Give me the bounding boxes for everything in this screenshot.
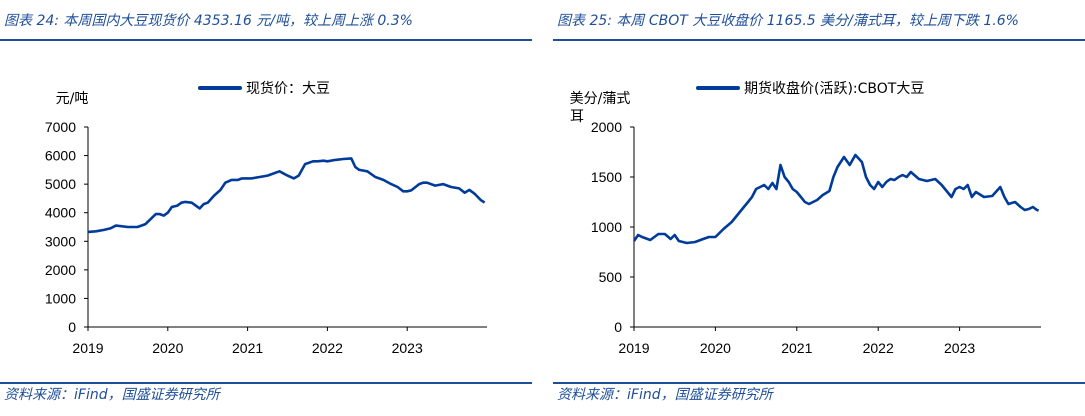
legend-label: 现货价：大豆 (246, 80, 330, 97)
y-unit-label: 元/吨 (56, 91, 89, 107)
legend-label: 期货收盘价(活跃):CBOT大豆 (744, 80, 924, 97)
title-divider (553, 39, 1085, 41)
y-tick-label: 1000 (45, 290, 76, 306)
y-tick-label: 1000 (591, 219, 622, 235)
x-tick-label: 2023 (944, 340, 975, 356)
figure-title: 图表 24: 本周国内大豆现货价 4353.16 元/吨，较上周上涨 0.3% (4, 13, 413, 29)
y-tick-label: 7000 (45, 119, 76, 135)
y-tick-label: 500 (599, 269, 623, 285)
series-line (87, 157, 486, 234)
chart-panel-spot: 图表 24: 本周国内大豆现货价 4353.16 元/吨，较上周上涨 0.3% … (0, 0, 532, 416)
source-note: 资料来源：iFind，国盛证券研究所 (4, 387, 220, 403)
x-tick-label: 2019 (618, 340, 649, 356)
y-tick-label: 4000 (45, 205, 76, 221)
y-tick-label: 2000 (591, 119, 622, 135)
figure-title: 图表 25: 本周 CBOT 大豆收盘价 1165.5 美分/蒲式耳，较上周下跌… (557, 13, 1019, 29)
y-tick-label: 5000 (45, 176, 76, 192)
y-unit-label: 美分/蒲式 (570, 91, 631, 107)
cbot-price-chart: 0 500 1000 1500 2000 2019 2020 2021 2022 2023 美分/蒲… (570, 80, 1041, 356)
spot-price-chart: 0 1000 2000 3000 4000 5000 6000 7000 2019 2020 202… (45, 80, 487, 356)
source-divider (0, 382, 532, 384)
x-tick-label: 2022 (312, 340, 343, 356)
y-unit-label: 耳 (570, 109, 584, 125)
y-tick-label: 6000 (45, 148, 76, 164)
x-tick-label: 2020 (700, 340, 731, 356)
series-line (632, 153, 1039, 245)
chart-panel-cbot: 图表 25: 本周 CBOT 大豆收盘价 1165.5 美分/蒲式耳，较上周下跌… (553, 0, 1085, 416)
title-divider (0, 39, 532, 41)
y-tick-label: 0 (68, 319, 76, 335)
source-divider (553, 382, 1085, 384)
y-tick-label: 1500 (591, 169, 622, 185)
source-note: 资料来源：iFind，国盛证券研究所 (557, 387, 773, 403)
x-tick-label: 2023 (392, 340, 423, 356)
x-tick-label: 2020 (152, 340, 183, 356)
x-tick-label: 2021 (232, 340, 263, 356)
y-tick-label: 0 (614, 319, 622, 335)
x-tick-label: 2019 (72, 340, 103, 356)
x-tick-label: 2022 (863, 340, 894, 356)
x-tick-label: 2021 (781, 340, 812, 356)
y-tick-label: 3000 (45, 233, 76, 249)
y-tick-label: 2000 (45, 262, 76, 278)
